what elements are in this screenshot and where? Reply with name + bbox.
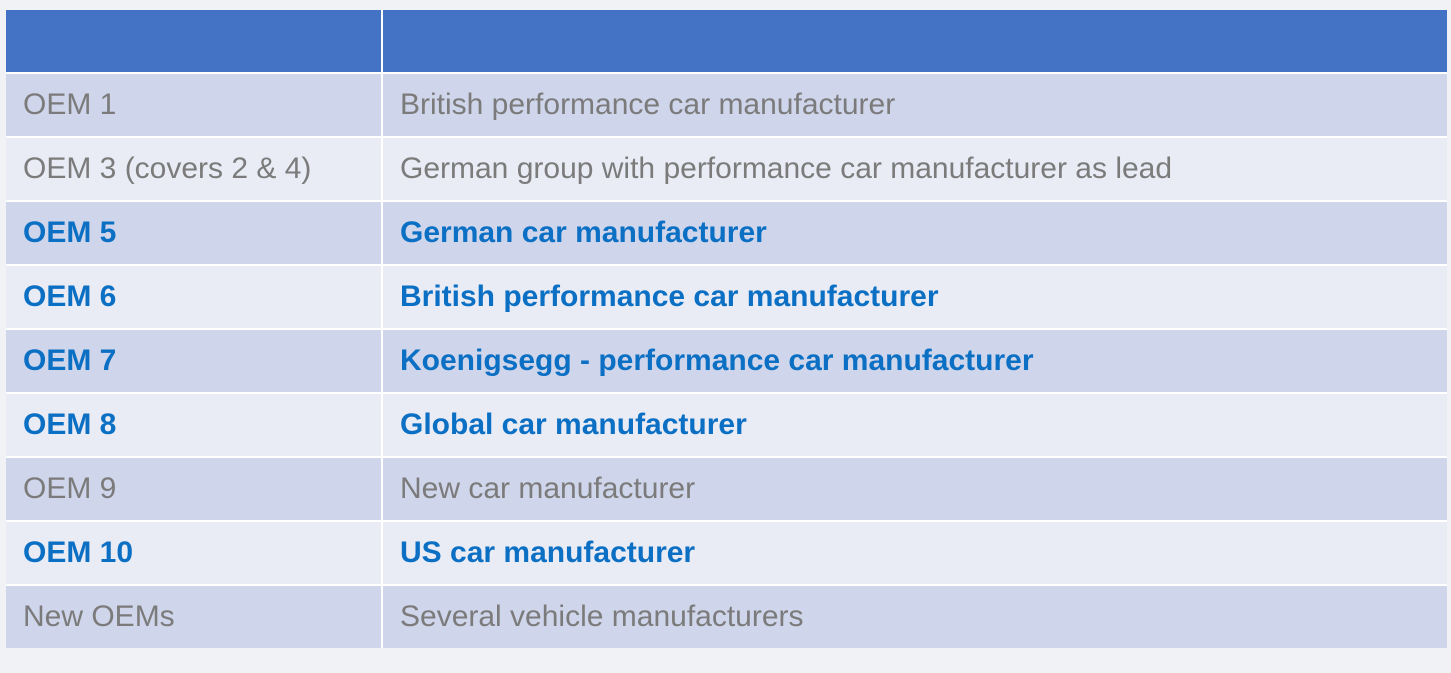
oem-cell: OEM 10	[6, 520, 383, 585]
oem-cell: OEM 5	[6, 200, 383, 265]
oem-cell: OEM 3 (covers 2 & 4)	[6, 136, 383, 201]
description-cell: British performance car manufacturer	[382, 72, 1447, 137]
oem-cell: OEM 1	[6, 72, 383, 137]
table-row: OEM 7 Koenigsegg - performance car manuf…	[6, 328, 1447, 393]
table-row: OEM 3 (covers 2 & 4) German group with p…	[6, 136, 1447, 201]
oem-cell: OEM 6	[6, 264, 383, 329]
table-row: OEM 5 German car manufacturer	[6, 200, 1447, 265]
description-cell: Koenigsegg - performance car manufacture…	[382, 328, 1447, 393]
description-cell: Global car manufacturer	[382, 392, 1447, 457]
table-row: OEM 6 British performance car manufactur…	[6, 264, 1447, 329]
header-cell-description	[382, 10, 1447, 73]
oem-cell: OEM 7	[6, 328, 383, 393]
oem-table-container: OEM 1 British performance car manufactur…	[6, 10, 1447, 648]
table-header-row	[6, 10, 1447, 73]
header-cell-oem	[6, 10, 383, 73]
table-row: OEM 1 British performance car manufactur…	[6, 72, 1447, 137]
oem-table: OEM 1 British performance car manufactur…	[6, 10, 1447, 648]
table-row: New OEMs Several vehicle manufacturers	[6, 584, 1447, 648]
description-cell: New car manufacturer	[382, 456, 1447, 521]
description-cell: Several vehicle manufacturers	[382, 584, 1447, 648]
oem-cell: New OEMs	[6, 584, 383, 648]
oem-cell: OEM 8	[6, 392, 383, 457]
table-row: OEM 9 New car manufacturer	[6, 456, 1447, 521]
description-cell: German group with performance car manufa…	[382, 136, 1447, 201]
table-row: OEM 10 US car manufacturer	[6, 520, 1447, 585]
table-row: OEM 8 Global car manufacturer	[6, 392, 1447, 457]
description-cell: US car manufacturer	[382, 520, 1447, 585]
description-cell: German car manufacturer	[382, 200, 1447, 265]
oem-cell: OEM 9	[6, 456, 383, 521]
description-cell: British performance car manufacturer	[382, 264, 1447, 329]
